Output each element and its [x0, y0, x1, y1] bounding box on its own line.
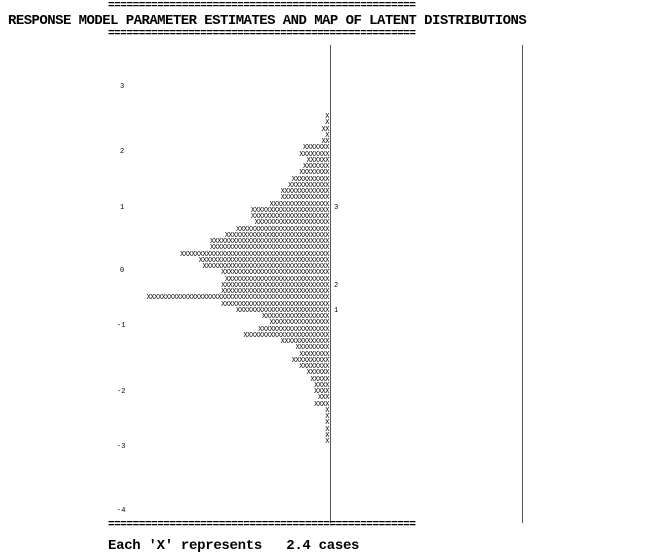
- distribution-row: XXXXXXXXXXXXXXXXXXXXXXXXXXXX: [224, 275, 330, 284]
- distribution-row: XXXX: [314, 400, 329, 409]
- distribution-row: XXXX: [314, 381, 329, 390]
- distribution-row: X: [325, 431, 329, 440]
- distribution-row: XXXXXXXXXXXXXXXXXXXXXXXXXXXXXXXX: [209, 244, 330, 253]
- distribution-row: XXXXXXXXXX: [291, 356, 330, 365]
- distribution-row: XXXXXXXXXXXXXXXX: [269, 319, 329, 328]
- distribution-row: XXXXXXXXXXXXXXXXXXXXX: [250, 206, 330, 215]
- distribution-row: XXXXXXXXXXXXXXXXXXXXXXXXXXXXXXXXXX: [202, 263, 329, 271]
- distribution-row: XXXXXXXXXXXXXXXXXXXXXXXXXXXXXXXXXXX: [198, 256, 330, 265]
- distribution-row: X: [325, 119, 329, 128]
- distribution-row: XXXXXXXXXXXXXXXXXXXXXXX: [243, 331, 329, 340]
- right-column-divider: [522, 45, 523, 523]
- scale-tick: -4: [117, 507, 126, 515]
- distribution-row: XXXXXXXXXXXXXXXXXXXXXXXXX: [235, 306, 330, 315]
- distribution-row: XXXXXXXXXXX: [288, 181, 329, 190]
- distribution-row: X: [325, 406, 329, 415]
- scale-tick: 2: [120, 148, 125, 156]
- distribution-row: X: [325, 425, 329, 434]
- header-rule-top: ========================================…: [108, 0, 416, 12]
- distribution-row: XXXXXXXXXXXXXXXXXXXXXXXXXXXXXXXX: [209, 238, 330, 246]
- threshold-marker: 1: [334, 307, 339, 315]
- distribution-row: XXXXXXXXXXXXXXXXXXXXXXXXXXXXXXXXXXXXXXXX: [180, 250, 329, 259]
- distribution-row: XXXXXXXXXXXXXXXX: [269, 200, 329, 209]
- distribution-row: X: [325, 131, 329, 140]
- distribution-row: X: [325, 419, 329, 428]
- distribution-row: XXXXX: [310, 375, 329, 384]
- distribution-row: XXXXXXXXXXXXXXXXXXXXX: [250, 213, 330, 221]
- distribution-row: X: [325, 113, 329, 121]
- scale-tick: 1: [120, 204, 125, 212]
- scale-tick: -2: [117, 388, 126, 396]
- distribution-row: XXXXXXXX: [299, 363, 329, 371]
- footer-note: Each 'X' represents 2.4 cases: [108, 538, 360, 554]
- distribution-row: XXXXXXXXXXXXXXXXXXXXXXXXXXXXX: [221, 269, 329, 278]
- distribution-row: XXXXXXX: [302, 144, 330, 153]
- distribution-row: XXXXXXX: [302, 163, 330, 171]
- distribution-row: XXXXXXXXXXXXXXXXXXXXXXXXX: [235, 225, 330, 234]
- distribution-row: XXXXXXXXXXXXXXXXXXXXXXXXXXXXX: [221, 288, 329, 296]
- distribution-row: XXXX: [314, 388, 329, 396]
- distribution-row: XXXXXXXXXXXXX: [280, 338, 330, 346]
- distribution-row: XXX: [317, 394, 330, 403]
- header-rule-bottom: ========================================…: [108, 28, 416, 40]
- distribution-row: XX: [321, 138, 330, 146]
- distribution-row: XXXXXXXXXX: [291, 175, 330, 184]
- distribution-row: XXXXXXXXXXXXXXXXXXXXXXXXXXXXXXXXXXXXXXXX…: [146, 294, 330, 303]
- distribution-row: X: [325, 413, 329, 421]
- footer-rule: ========================================…: [108, 519, 416, 531]
- distribution-row: XXXXXXXX: [299, 350, 329, 359]
- distribution-row: XXXXXXXXXXXXXXXXXXXXXXXXXXXX: [224, 231, 330, 240]
- page-title: RESPONSE MODEL PARAMETER ESTIMATES AND M…: [8, 13, 527, 29]
- distribution-row: XXXXXXXX: [299, 169, 329, 178]
- distribution-row: XXXXXXXXXXXXXXXXXXX: [258, 325, 329, 334]
- distribution-row: XXXXXX: [306, 369, 330, 378]
- scale-tick: 3: [120, 83, 125, 91]
- distribution-row: XXXXXXXXXXXXX: [280, 194, 330, 203]
- item-column-divider: [330, 45, 331, 523]
- threshold-marker: 2: [334, 282, 339, 290]
- distribution-row: X: [325, 438, 329, 446]
- distribution-row: XXXXXXXXX: [295, 344, 330, 353]
- distribution-row: XXXXXXXXXXXXXXXXXXXXXXXXXXXXX: [221, 281, 329, 290]
- scale-tick: -1: [117, 322, 126, 330]
- distribution-row: XX: [321, 125, 330, 134]
- scale-tick: -3: [117, 443, 126, 451]
- distribution-row: XXXXXXXX: [299, 150, 329, 159]
- scale-tick: 0: [120, 267, 125, 275]
- distribution-row: XXXXXXXXXXXXX: [280, 188, 330, 196]
- distribution-row: XXXXXXXXXXXXXXXXXXXXXXXXXXXXX: [221, 300, 329, 309]
- distribution-row: XXXXXX: [306, 156, 330, 165]
- distribution-row: XXXXXXXXXXXXXXXXXXXX: [254, 219, 330, 228]
- threshold-marker: 3: [334, 204, 339, 212]
- distribution-row: XXXXXXXXXXXXXXXXXX: [262, 313, 329, 321]
